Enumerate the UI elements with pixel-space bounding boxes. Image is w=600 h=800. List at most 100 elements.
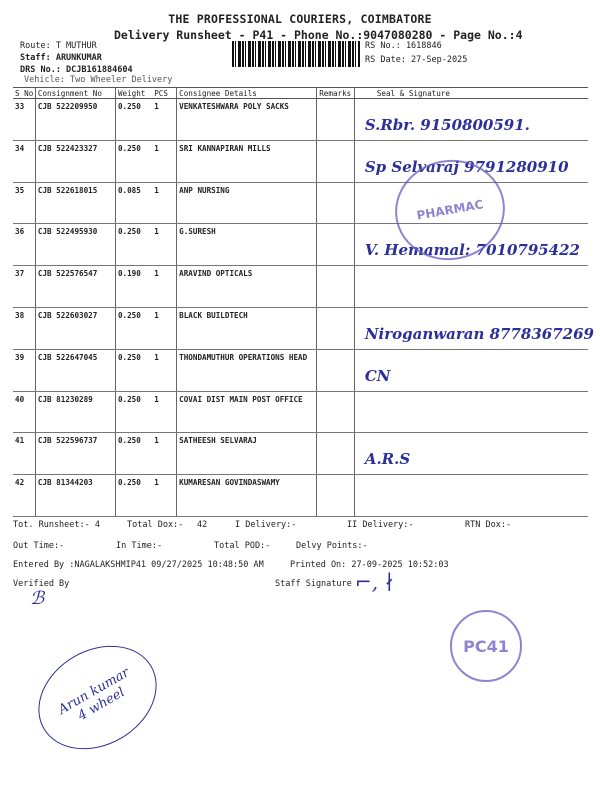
verified-by: Verified By xyxy=(13,579,70,589)
consignee-cell: ARAVIND OPTICALS xyxy=(176,265,317,308)
pcs-cell: 1 xyxy=(152,265,177,308)
signature-cell xyxy=(353,182,588,225)
vehicle: Vehicle: Two Wheeler Delivery xyxy=(24,75,173,85)
weight-cell: 0.250 xyxy=(114,432,153,476)
handwritten-signature: CN xyxy=(364,366,391,385)
table-row: 40 CJB 81230289 0.250 1 COVAI DIST MAIN POST… xyxy=(13,391,588,434)
table-row: 37 CJB 522576547 0.190 1 ARAVIND OPTICALS xyxy=(13,265,588,308)
weight-cell: 0.190 xyxy=(114,265,153,308)
col-consignee: Consignee Details xyxy=(176,87,317,99)
signature-cell: V. Hemamal: 7010795422 xyxy=(353,223,588,267)
remarks-cell xyxy=(316,182,355,225)
sno-cell: 40 xyxy=(13,391,36,434)
remarks-cell xyxy=(316,432,355,476)
pcs-cell: 1 xyxy=(152,98,177,141)
col-consignment: Consignment No xyxy=(34,87,116,99)
total-dox-value: 42 xyxy=(197,520,208,530)
barcode xyxy=(232,41,360,67)
runsheet-table: S No Consignment No Weight PCS Consignee… xyxy=(13,87,594,517)
table-row: 41 CJB 522596737 0.250 1 SATHEESH SELVARAJ A.… xyxy=(13,432,588,476)
handwritten-note-oval: Arun kumar 4 wheel xyxy=(19,625,176,770)
consignment-cell: CJB 81344203 xyxy=(34,474,116,517)
weight-cell: 0.250 xyxy=(114,391,153,434)
in-time: In Time:- xyxy=(116,541,163,551)
handwritten-signature: Niroganwaran 8778367269 xyxy=(364,324,594,343)
pcs-cell: 1 xyxy=(152,182,177,225)
signature-cell: CN xyxy=(353,349,588,392)
col-sno: S No xyxy=(13,87,36,99)
table-row: 35 CJB 522618015 0.085 1 ANP NURSING xyxy=(13,182,588,225)
printed-on: Printed On: 27-09-2025 10:52:03 xyxy=(290,560,449,570)
staff-signature-label: Staff Signature xyxy=(275,579,352,589)
consignment-cell: CJB 522596737 xyxy=(34,432,116,476)
total-pod: Total POD:- xyxy=(214,541,271,551)
consignee-cell: THONDAMUTHUR OPERATIONS HEAD xyxy=(176,349,317,392)
company-title: THE PROFESSIONAL COURIERS, COIMBATORE xyxy=(168,12,432,26)
table-row: 33 CJB 522209950 0.250 1 VENKATESHWARA POLY … xyxy=(13,98,588,141)
total-dox: Total Dox:- xyxy=(127,520,184,530)
staff-signature: ⌐, ∤ xyxy=(355,570,395,594)
consignee-cell: VENKATESHWARA POLY SACKS xyxy=(176,98,317,141)
pharmacy-stamp-text: PHARMAC xyxy=(415,197,485,223)
signature-cell: Niroganwaran 8778367269 xyxy=(353,307,594,350)
route: Route: T MUTHUR xyxy=(20,41,97,51)
sno-cell: 41 xyxy=(13,432,36,476)
col-remarks: Remarks xyxy=(316,87,355,99)
col-seal: Seal & Signature xyxy=(353,87,588,99)
signature-cell: A.R.S xyxy=(353,432,588,476)
remarks-cell xyxy=(316,391,355,434)
sno-cell: 38 xyxy=(13,307,36,350)
weight-cell: 0.250 xyxy=(114,98,153,141)
handwritten-signature: S.Rbr. 9150800591. xyxy=(364,116,530,134)
handwritten-signature: A.R.S xyxy=(364,450,411,469)
weight-cell: 0.250 xyxy=(114,307,153,350)
signature-cell: S.Rbr. 9150800591. xyxy=(353,98,588,141)
pc41-stamp: PC41 xyxy=(450,610,522,682)
remarks-cell xyxy=(316,349,355,392)
consignee-cell: SATHEESH SELVARAJ xyxy=(176,432,317,476)
sno-cell: 39 xyxy=(13,349,36,392)
remarks-cell xyxy=(316,265,355,308)
consignee-cell: BLACK BUILDTECH xyxy=(176,307,317,350)
pc41-stamp-text: PC41 xyxy=(463,636,509,656)
col-weight: Weight xyxy=(114,87,153,99)
pcs-cell: 1 xyxy=(152,307,177,350)
i-delivery: I Delivery:- xyxy=(235,520,297,530)
signature-cell: Sp Selvaraj 9791280910 xyxy=(353,140,588,183)
table-header: S No Consignment No Weight PCS Consignee… xyxy=(13,87,588,99)
ii-delivery: II Delivery:- xyxy=(347,520,414,530)
weight-cell: 0.250 xyxy=(114,223,153,267)
rs-date: RS Date: 27-Sep-2025 xyxy=(365,55,468,65)
signature-cell xyxy=(353,391,588,434)
table-row: 38 CJB 522603027 0.250 1 BLACK BUILDTECH Niro… xyxy=(13,307,594,350)
pcs-cell: 1 xyxy=(152,140,177,183)
consignment-cell: CJB 522603027 xyxy=(34,307,116,350)
drs-no: DRS No.: DCJB161884604 xyxy=(20,65,133,75)
tot-runsheet: Tot. Runsheet:- 4 xyxy=(13,520,100,530)
col-pcs: PCS xyxy=(152,87,177,99)
consignment-cell: CJB 522647045 xyxy=(34,349,116,392)
handwritten-signature: Sp Selvaraj 9791280910 xyxy=(364,157,569,176)
weight-cell: 0.250 xyxy=(114,474,153,517)
pcs-cell: 1 xyxy=(152,432,177,476)
remarks-cell xyxy=(316,474,355,517)
consignment-cell: CJB 522618015 xyxy=(34,182,116,225)
consignment-cell: CJB 81230289 xyxy=(34,391,116,434)
sno-cell: 35 xyxy=(13,182,36,225)
verifier-signature: ℬ xyxy=(30,588,45,609)
remarks-cell xyxy=(316,307,355,350)
table-row: 34 CJB 522423327 0.250 1 SRI KANNAPIRAN MILL… xyxy=(13,140,588,183)
rs-no: RS No.: 1618846 xyxy=(365,41,442,51)
consignee-cell: G.SURESH xyxy=(176,223,317,267)
handwritten-signature: V. Hemamal: 7010795422 xyxy=(364,241,580,260)
out-time: Out Time:- xyxy=(13,541,65,551)
consignment-cell: CJB 522423327 xyxy=(34,140,116,183)
remarks-cell xyxy=(316,98,355,141)
handwritten-note: Arun kumar 4 wheel xyxy=(55,664,132,724)
signature-cell xyxy=(353,474,588,517)
weight-cell: 0.085 xyxy=(114,182,153,225)
weight-cell: 0.250 xyxy=(114,349,153,392)
entered-by: Entered By :NAGALAKSHMIP41 09/27/2025 10… xyxy=(13,560,264,570)
consignee-cell: SRI KANNAPIRAN MILLS xyxy=(176,140,317,183)
pcs-cell: 1 xyxy=(152,474,177,517)
